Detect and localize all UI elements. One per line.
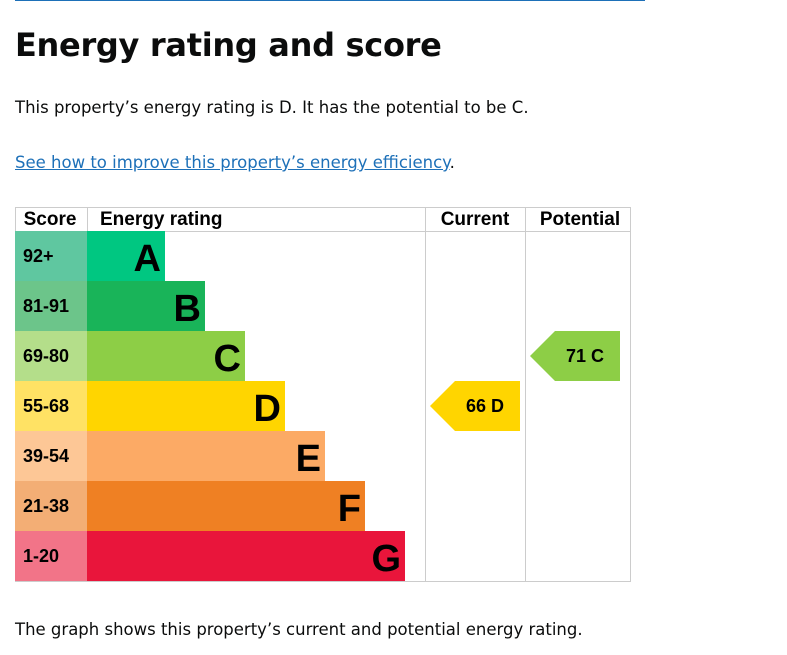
score-cell-c <box>15 331 87 381</box>
current-rating-arrow <box>430 381 520 431</box>
score-cell-f <box>15 481 87 531</box>
score-label-e: 39-54 <box>23 446 69 466</box>
score-label-f: 21-38 <box>23 496 69 516</box>
rating-letter-f: F <box>338 488 361 530</box>
rating-bar-b <box>87 281 205 331</box>
rating-bar-c <box>87 331 245 381</box>
current-rating-label: 66 D <box>466 396 504 416</box>
rating-bar-a <box>87 231 165 281</box>
improve-energy-link[interactable]: See how to improve this property’s energ… <box>15 153 450 172</box>
score-label-g: 1-20 <box>23 546 59 566</box>
score-label-a: 92+ <box>23 246 54 266</box>
rating-letter-e: E <box>296 438 321 480</box>
rating-letter-b: B <box>174 288 201 330</box>
header-energy-rating: Energy rating <box>100 209 222 230</box>
score-cell-b <box>15 281 87 331</box>
rating-letter-a: A <box>134 238 161 280</box>
rating-bar-g <box>87 531 405 581</box>
rating-summary: This property’s energy rating is D. It h… <box>15 98 529 117</box>
rating-bar-e <box>87 431 325 481</box>
page-title: Energy rating and score <box>15 26 442 64</box>
header-current: Current <box>441 209 510 230</box>
rating-bar-d <box>87 381 285 431</box>
potential-rating-label: 71 C <box>566 346 604 366</box>
rating-bar-f <box>87 481 365 531</box>
rating-letter-d: D <box>254 388 281 430</box>
score-cell-e <box>15 431 87 481</box>
score-cell-a <box>15 231 87 281</box>
potential-rating-arrow <box>530 331 620 381</box>
link-suffix: . <box>449 153 455 172</box>
score-label-b: 81-91 <box>23 296 69 316</box>
header-score: Score <box>24 209 77 230</box>
section-divider <box>15 0 645 1</box>
rating-letter-c: C <box>214 338 241 380</box>
score-label-c: 69-80 <box>23 346 69 366</box>
header-potential: Potential <box>540 209 620 230</box>
score-cell-g <box>15 531 87 581</box>
rating-letter-g: G <box>371 538 401 580</box>
score-cell-d <box>15 381 87 431</box>
score-label-d: 55-68 <box>23 396 69 416</box>
graph-caption: The graph shows this property’s current … <box>15 620 583 639</box>
improve-link-wrapper: See how to improve this property’s energ… <box>15 153 455 172</box>
